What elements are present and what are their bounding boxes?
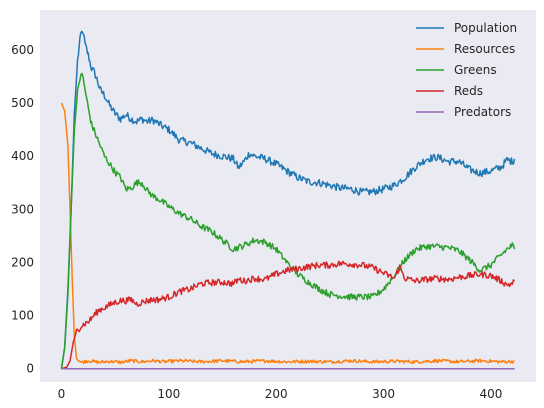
- series-lines: [60, 30, 516, 370]
- y-tick-label: 0: [26, 362, 34, 376]
- legend-label: Population: [454, 21, 517, 35]
- legend-label: Predators: [454, 105, 511, 119]
- y-tick-label: 100: [11, 309, 34, 323]
- x-tick-label: 300: [372, 387, 395, 401]
- series-line-population: [60, 30, 516, 369]
- series-line-resources: [60, 102, 515, 365]
- x-axis-tick-labels: 0 100 200 300 400: [58, 387, 503, 401]
- legend-label: Greens: [454, 63, 497, 77]
- x-tick-label: 0: [58, 387, 66, 401]
- x-tick-label: 100: [157, 387, 180, 401]
- y-axis-tick-labels: 0 100 200 300 400 500 600: [11, 43, 34, 376]
- y-tick-label: 500: [11, 96, 34, 110]
- legend-label: Resources: [454, 42, 515, 56]
- y-tick-label: 600: [11, 43, 34, 57]
- series-line-greens: [60, 72, 516, 369]
- y-tick-label: 200: [11, 255, 34, 269]
- y-tick-label: 400: [11, 149, 34, 163]
- legend: Population Resources Greens Reds Predators: [416, 21, 517, 119]
- y-tick-label: 300: [11, 202, 34, 216]
- series-line-reds: [61, 260, 516, 370]
- plot-area: [40, 10, 536, 382]
- x-tick-label: 200: [265, 387, 288, 401]
- legend-label: Reds: [454, 84, 483, 98]
- x-tick-label: 400: [479, 387, 502, 401]
